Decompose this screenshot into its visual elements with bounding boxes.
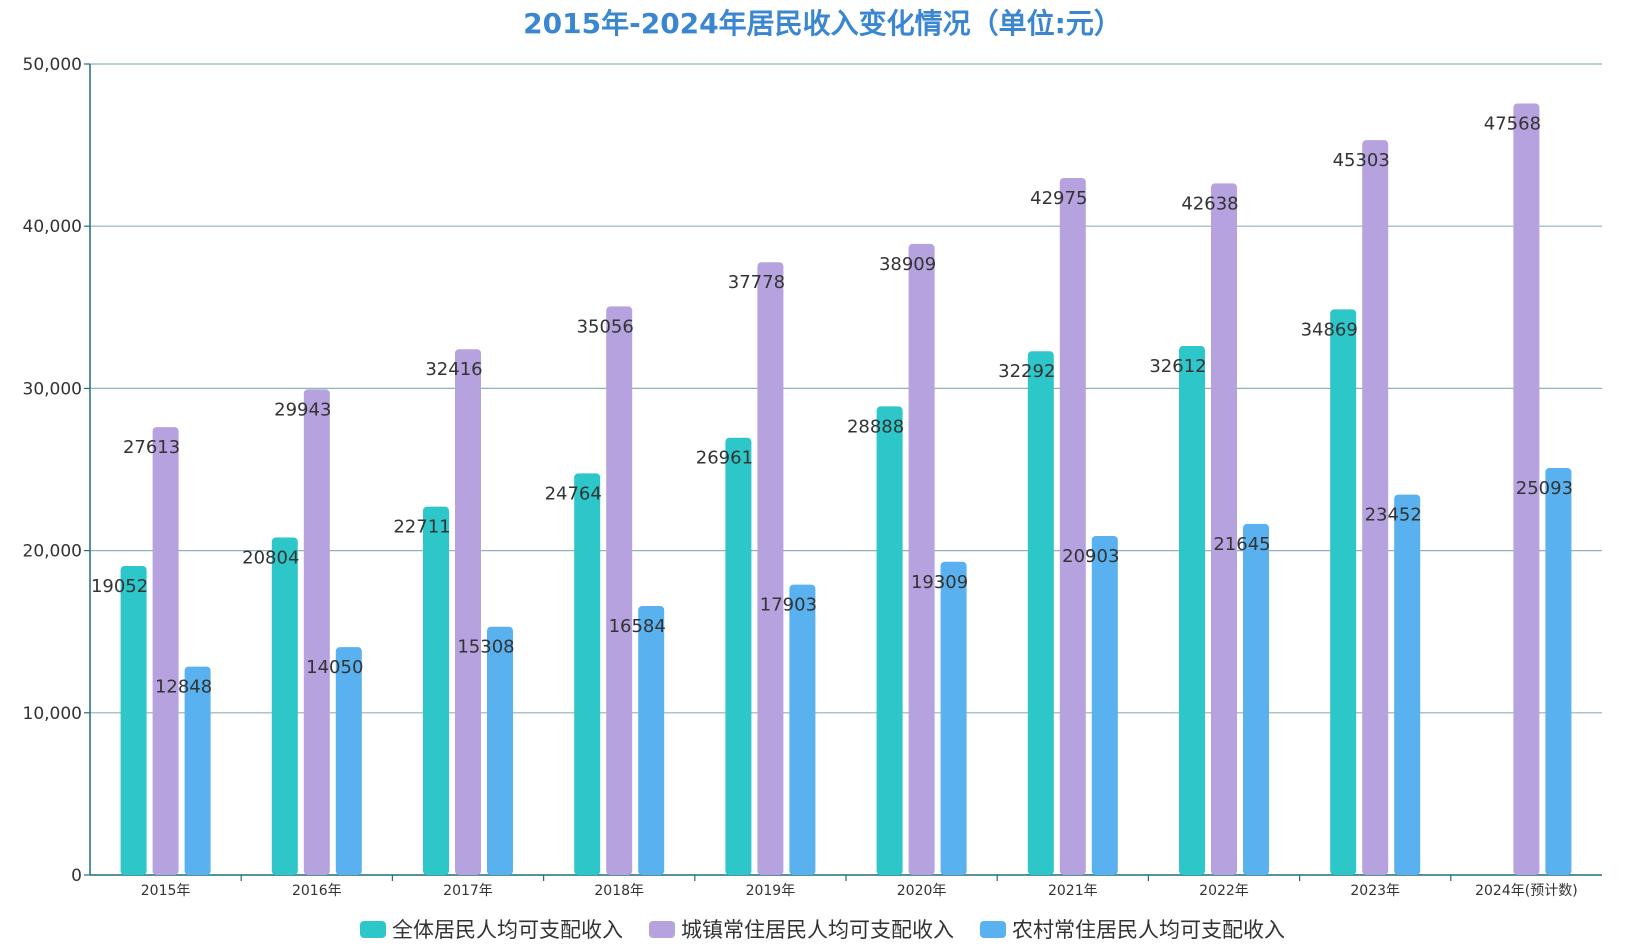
- bar-overall: [1027, 351, 1054, 875]
- data-label-overall: 32292: [998, 361, 1055, 382]
- data-label-urban: 42638: [1181, 193, 1238, 214]
- legend-label-urban: 城镇常住居民人均可支配收入: [681, 918, 954, 942]
- bar-overall: [574, 473, 601, 875]
- data-label-rural: 21645: [1213, 534, 1270, 555]
- bar-rural: [638, 606, 665, 875]
- data-label-urban: 27613: [123, 437, 180, 458]
- data-label-overall: 19052: [91, 576, 148, 597]
- legend-swatch-rural: [980, 920, 1006, 938]
- data-label-rural: 19309: [911, 572, 968, 593]
- data-label-rural: 20903: [1062, 546, 1119, 567]
- x-tick-label: 2020年: [897, 883, 947, 899]
- bar-overall: [876, 406, 903, 875]
- x-tick-label: 2016年: [292, 883, 342, 899]
- bar-urban: [303, 389, 330, 875]
- y-tick-label: 10,000: [23, 704, 82, 724]
- bar-rural: [1545, 467, 1572, 875]
- x-tick-label: 2021年: [1048, 883, 1098, 899]
- bar-rural: [1394, 494, 1421, 875]
- bar-chart: 0 10,000 20,000 30,000 40,000 50,000 2015年 1905…: [23, 55, 1602, 899]
- legend: 全体居民人均可支配收入 城镇常住居民人均可支配收入 农村常住居民人均可支配收入: [0, 914, 1645, 944]
- legend-label-rural: 农村常住居民人均可支配收入: [1012, 918, 1285, 942]
- bar-rural: [1091, 535, 1118, 875]
- legend-item-urban[interactable]: 城镇常住居民人均可支配收入: [649, 914, 954, 944]
- data-label-urban: 45303: [1333, 150, 1390, 171]
- x-tick-label: 2022年: [1199, 883, 1249, 899]
- data-label-overall: 32612: [1149, 356, 1206, 377]
- data-label-overall: 20804: [242, 548, 299, 569]
- bar-urban: [455, 349, 481, 875]
- data-label-rural: 23452: [1365, 505, 1422, 526]
- data-label-rural: 17903: [760, 595, 817, 616]
- bar-urban: [152, 427, 179, 875]
- data-label-urban: 32416: [425, 359, 482, 380]
- data-label-overall: 22711: [393, 517, 450, 538]
- bar-rural: [184, 666, 211, 875]
- x-tick-label: 2015年: [141, 883, 191, 899]
- y-tick-label: 20,000: [23, 542, 82, 562]
- data-label-urban: 38909: [879, 254, 936, 275]
- y-tick-label: 40,000: [23, 217, 82, 237]
- bar-rural: [335, 647, 362, 875]
- bar-rural: [940, 561, 967, 875]
- data-label-urban: 47568: [1484, 113, 1541, 134]
- legend-item-rural[interactable]: 农村常住居民人均可支配收入: [980, 914, 1285, 944]
- legend-swatch-urban: [649, 920, 675, 938]
- data-label-overall: 34869: [1301, 319, 1358, 340]
- x-tick-label: 2017年: [443, 883, 493, 899]
- x-tick-label: 2024年(预计数): [1475, 883, 1578, 899]
- bar-urban: [908, 243, 935, 876]
- y-tick-label: 50,000: [23, 55, 82, 75]
- y-tick-label: 30,000: [23, 379, 82, 399]
- y-tick-label: 0: [71, 866, 82, 886]
- bar-rural: [487, 626, 513, 875]
- bar-rural: [789, 584, 816, 875]
- bar-urban: [606, 306, 633, 875]
- legend-label-overall: 全体居民人均可支配收入: [392, 918, 623, 942]
- data-label-urban: 29943: [274, 399, 331, 420]
- legend-item-overall[interactable]: 全体居民人均可支配收入: [360, 914, 623, 944]
- bar-urban: [757, 262, 784, 875]
- bar-urban: [1211, 183, 1237, 876]
- bar-overall: [271, 537, 298, 875]
- x-tick-label: 2019年: [746, 883, 796, 899]
- data-label-overall: 28888: [847, 416, 904, 437]
- bar-urban: [1059, 177, 1086, 875]
- data-label-overall: 26961: [696, 448, 753, 469]
- data-label-rural: 16584: [609, 616, 666, 637]
- bar-overall: [725, 437, 752, 875]
- data-label-urban: 37778: [728, 272, 785, 293]
- bar-overall: [120, 565, 147, 875]
- bar-overall: [1330, 309, 1357, 875]
- bar-urban: [1513, 103, 1540, 876]
- bar-urban: [1362, 140, 1389, 876]
- data-label-rural: 25093: [1516, 478, 1573, 499]
- legend-swatch-overall: [360, 920, 386, 938]
- x-tick-label: 2023年: [1350, 883, 1400, 899]
- data-label-rural: 12848: [155, 677, 212, 698]
- bar-rural: [1243, 523, 1269, 875]
- data-label-urban: 35056: [577, 316, 634, 337]
- chart-title: 2015年-2024年居民收入变化情况（单位:元）: [523, 7, 1122, 40]
- x-tick-label: 2018年: [594, 883, 644, 899]
- data-label-overall: 24764: [545, 483, 602, 504]
- bar-overall: [423, 506, 449, 875]
- bar-overall: [1179, 346, 1205, 876]
- data-label-rural: 15308: [457, 637, 514, 658]
- data-label-rural: 14050: [306, 657, 363, 678]
- data-label-urban: 42975: [1030, 188, 1087, 209]
